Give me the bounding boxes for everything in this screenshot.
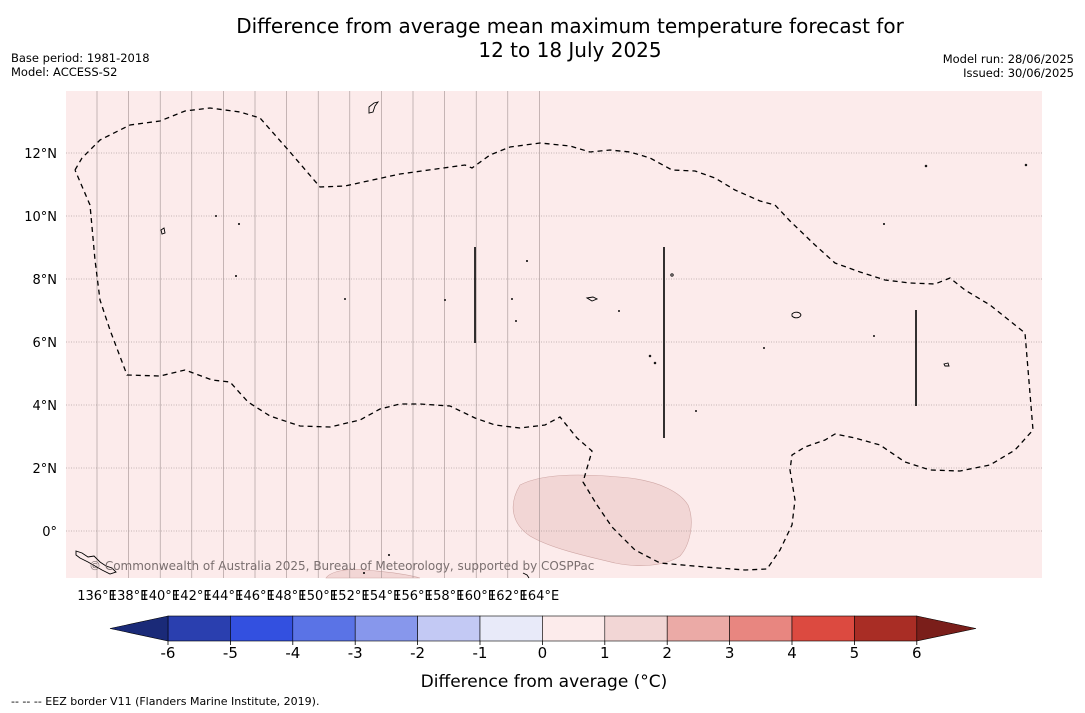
anomaly-region-1-2: [512, 474, 692, 566]
longitude-tick-label: 142°E: [172, 589, 212, 604]
colorbar: [109, 615, 977, 642]
latitude-tick-label: 8°N: [33, 273, 58, 288]
latitude-tick-label: 0°: [42, 525, 57, 540]
colorbar-segment: [666, 615, 730, 642]
longitude-tick-label: 158°E: [425, 589, 465, 604]
colorbar-segment: [230, 615, 294, 642]
eez-division-lines: [474, 247, 917, 438]
colorbar-tick-label: 2: [662, 644, 672, 662]
longitude-tick-label: 150°E: [298, 589, 338, 604]
longitude-tick-label: 140°E: [140, 589, 180, 604]
colorbar-segment: [854, 615, 918, 642]
colorbar-tick-label: -3: [348, 644, 363, 662]
colorbar-tick-label: -1: [473, 644, 488, 662]
colorbar-segment: [354, 615, 418, 642]
colorbar-tick-label: 5: [850, 644, 860, 662]
kosrae-island: [943, 362, 950, 367]
colorbar-tick-label: 6: [912, 644, 922, 662]
eez-border: [74, 107, 1034, 571]
colorbar-tick-label: -4: [285, 644, 300, 662]
title-line-2: 12 to 18 July 2025: [478, 38, 662, 62]
colorbar-segment: [729, 615, 793, 642]
longitude-tick-label: 154°E: [362, 589, 402, 604]
longitude-tick-label: 144°E: [204, 589, 244, 604]
colorbar-tick-label: 4: [787, 644, 797, 662]
base-period-text: Base period: 1981-2018: [11, 51, 150, 65]
latitude-tick-label: 2°N: [33, 462, 58, 477]
longitude-tick-label: 136°E: [77, 589, 117, 604]
longitude-tick-label: 160°E: [456, 589, 496, 604]
colorbar-label: Difference from average (°C): [421, 672, 668, 692]
colorbar-segment: [292, 615, 356, 642]
latitude-tick-label: 10°N: [24, 210, 57, 225]
chuuk-island: [585, 296, 599, 302]
island: [160, 227, 166, 235]
meta-left: Base period: 1981-2018 Model: ACCESS-S2: [11, 51, 150, 79]
latitude-tick-label: 4°N: [33, 399, 58, 414]
colorbar-tick-label: -6: [161, 644, 176, 662]
colorbar-tick-label: -5: [223, 644, 238, 662]
colorbar-segment: [167, 615, 231, 642]
model-run-text: Model run: 28/06/2025: [942, 52, 1074, 66]
meta-right: Model run: 28/06/2025 Issued: 30/06/2025: [943, 52, 1074, 80]
colorbar-tick-label: 1: [600, 644, 610, 662]
graticule: [66, 91, 1042, 578]
latitude-tick-labels: 12°N 10°N 8°N 6°N 4°N 2°N 0°: [24, 147, 57, 540]
colorbar-tick-label: 3: [725, 644, 735, 662]
guam-island: [368, 101, 380, 114]
colorbar-segment: [479, 615, 543, 642]
colorbar-segment: [542, 615, 606, 642]
model-text: Model: ACCESS-S2: [11, 65, 118, 79]
colorbar-extend-low: [109, 615, 169, 642]
colorbar-segment: [604, 615, 668, 642]
longitude-tick-label: 148°E: [267, 589, 307, 604]
longitude-tick-label: 152°E: [330, 589, 370, 604]
colorbar-segment: [417, 615, 481, 642]
issued-text: Issued: 30/06/2025: [963, 66, 1074, 80]
longitude-tick-label: 156°E: [393, 589, 433, 604]
footnote: -- -- -- EEZ border V11 (Flanders Marine…: [11, 695, 320, 708]
colorbar-tick-label: -2: [410, 644, 425, 662]
copyright-watermark: © Commonwealth of Australia 2025, Bureau…: [89, 559, 594, 573]
colorbar-extend-high: [916, 615, 977, 642]
latitude-tick-label: 6°N: [33, 336, 58, 351]
latitude-tick-label: 12°N: [24, 147, 57, 162]
colorbar-tick-label: 0: [538, 644, 548, 662]
colorbar-segment: [791, 615, 855, 642]
longitude-tick-label: 138°E: [109, 589, 149, 604]
small-islands: [522, 572, 530, 579]
longitude-tick-label: 162°E: [488, 589, 528, 604]
longitude-tick-labels: 136°E138°E140°E142°E144°E146°E148°E150°E…: [77, 589, 559, 604]
longitude-tick-label: 146°E: [235, 589, 275, 604]
colorbar-tick-labels: -6 -5 -4 -3 -2 -1 0 1 2 3 4 5 6: [161, 641, 922, 662]
new-ireland-coast: [75, 550, 117, 575]
title-line-1: Difference from average mean maximum tem…: [236, 14, 904, 38]
longitude-tick-label: 164°E: [520, 589, 560, 604]
chart-title: Difference from average mean maximum tem…: [0, 14, 1085, 62]
pohnpei-island: [791, 311, 802, 319]
islands: [75, 101, 1028, 579]
